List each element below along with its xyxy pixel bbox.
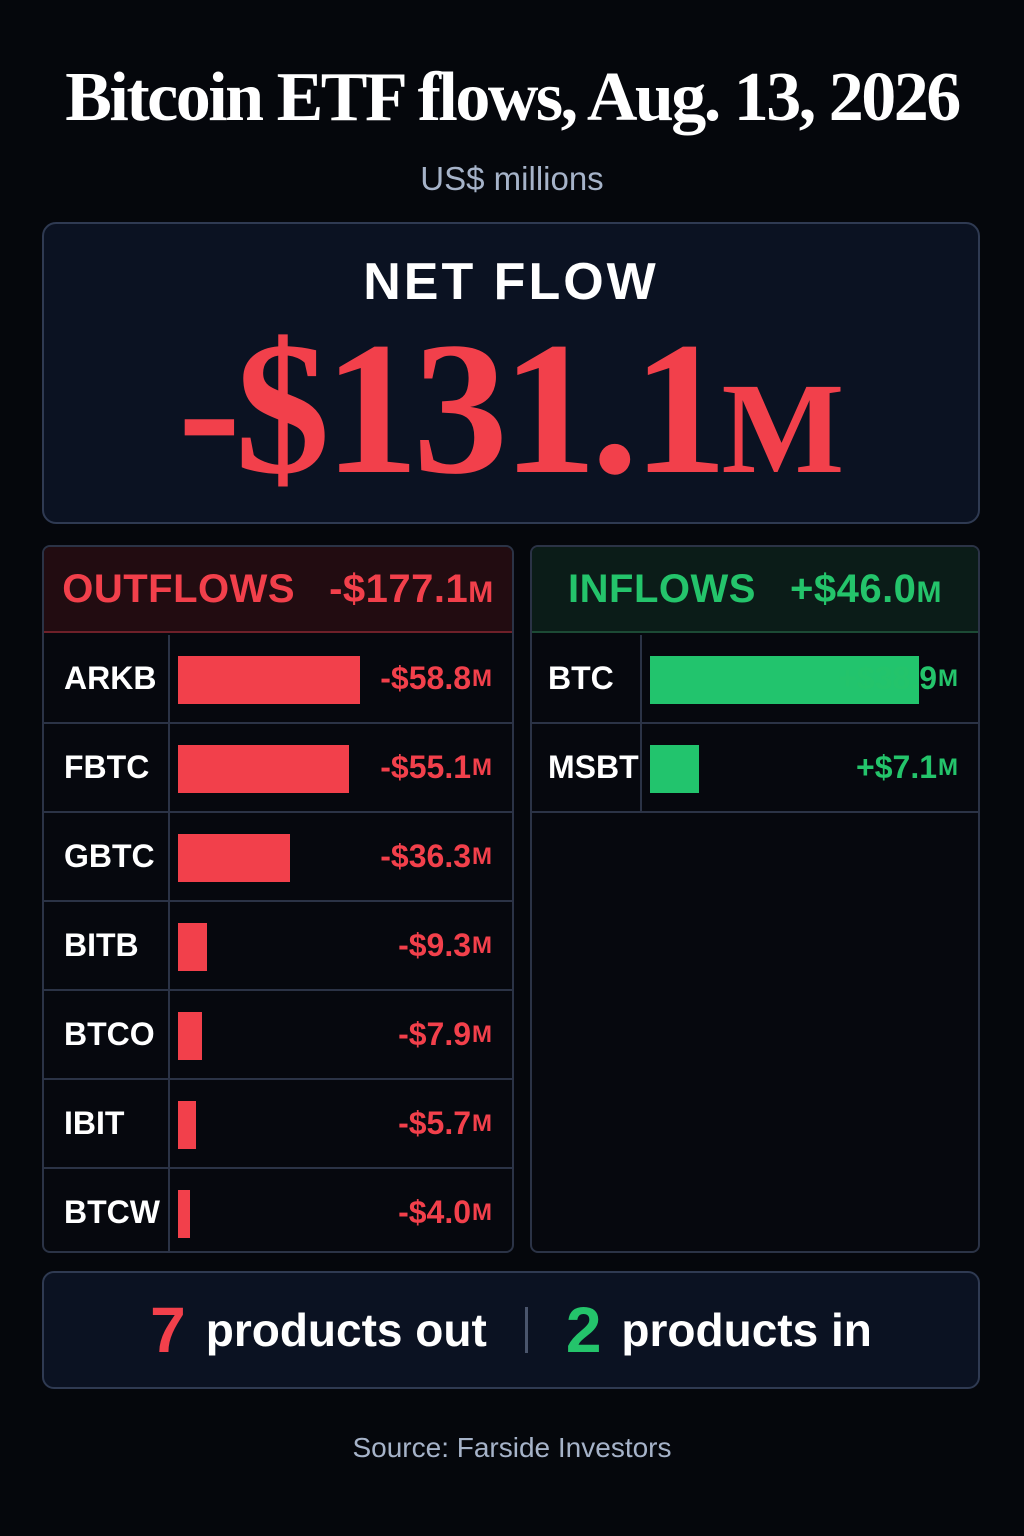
outflow-row: IBIT -$5.7 M (44, 1080, 512, 1169)
outflow-ticker-label: BTCO (44, 991, 170, 1078)
net-flow-amount: -$131.1 (177, 304, 728, 514)
outflow-row: ARKB -$58.8 M (44, 635, 512, 724)
inflows-panel: INFLOWS +$46.0M BTC +$38.9 M MSBT +$7.1 M (530, 545, 980, 1253)
outflow-value-amount: -$58.8 (380, 660, 471, 696)
outflow-bar (178, 1101, 196, 1149)
page-subtitle: US$ millions (420, 160, 604, 197)
outflow-value-amount: -$7.9 (398, 1016, 471, 1052)
inflow-value-unit: M (938, 664, 958, 692)
outflow-ticker-label: FBTC (44, 724, 170, 811)
outflow-ticker-label: IBIT (44, 1080, 170, 1167)
outflow-bar (178, 656, 360, 704)
inflows-header: INFLOWS +$46.0M (532, 547, 978, 633)
outflow-ticker-label: ARKB (44, 635, 170, 722)
outflow-value-unit: M (472, 1020, 492, 1048)
net-flow-value: -$131.1M (44, 314, 978, 524)
inflow-ticker-label: MSBT (532, 724, 642, 811)
inflow-value-amount: +$38.9 (838, 660, 937, 696)
page-title: Bitcoin ETF flows, Aug. 13, 2026 (65, 59, 961, 136)
outflows-header: OUTFLOWS -$177.1M (44, 547, 512, 633)
net-flow-card: NET FLOW -$131.1M (42, 222, 980, 524)
inflow-value-amount: +$7.1 (856, 749, 937, 785)
outflow-row: BTCO -$7.9 M (44, 991, 512, 1080)
outflow-value-label: -$36.3 M (380, 813, 492, 900)
outflow-bar (178, 923, 207, 971)
outflow-value-label: -$7.9 M (398, 991, 492, 1078)
outflow-bar (178, 834, 290, 882)
outflows-total: -$177.1M (329, 567, 494, 612)
net-flow-unit: M (721, 357, 845, 501)
outflow-value-label: -$55.1 M (380, 724, 492, 811)
outflow-value-amount: -$36.3 (380, 838, 471, 874)
outflow-bar (178, 745, 349, 793)
net-flow-label: NET FLOW (363, 253, 659, 311)
outflow-value-amount: -$55.1 (380, 749, 471, 785)
products-in-text: products in (621, 1304, 872, 1356)
outflow-row: BTCW -$4.0 M (44, 1169, 512, 1251)
outflow-ticker-label: GBTC (44, 813, 170, 900)
inflow-row: BTC +$38.9 M (532, 635, 978, 724)
inflow-bar (650, 745, 699, 793)
outflow-value-amount: -$5.7 (398, 1105, 471, 1141)
outflow-value-amount: -$4.0 (398, 1194, 471, 1230)
outflow-value-unit: M (472, 1109, 492, 1137)
inflows-total: +$46.0M (790, 567, 942, 612)
inflow-value-label: +$7.1 M (856, 724, 958, 811)
products-out-text: products out (205, 1304, 487, 1356)
source-note: Source: Farside Investors (352, 1432, 672, 1463)
inflow-row: MSBT +$7.1 M (532, 724, 978, 813)
summary-divider (524, 1307, 528, 1353)
outflow-ticker-label: BITB (44, 902, 170, 989)
outflow-value-label: -$5.7 M (398, 1080, 492, 1167)
outflows-total-amount: -$177.1 (329, 566, 469, 611)
outflow-value-unit: M (472, 1198, 492, 1226)
products-in-count: 2 (565, 1294, 602, 1366)
outflow-ticker-label: BTCW (44, 1169, 170, 1251)
outflow-row: BITB -$9.3 M (44, 902, 512, 991)
inflow-ticker-label: BTC (532, 635, 642, 722)
outflow-value-unit: M (472, 753, 492, 781)
product-count-summary: 7 products out 2 products in (42, 1271, 980, 1389)
outflow-value-unit: M (472, 664, 492, 692)
outflow-value-unit: M (472, 931, 492, 959)
outflows-label: OUTFLOWS (62, 566, 296, 611)
outflow-value-label: -$58.8 M (380, 635, 492, 722)
products-out-count: 7 (150, 1294, 186, 1366)
outflow-value-unit: M (472, 842, 492, 870)
inflow-bar (650, 656, 919, 704)
outflow-row: GBTC -$36.3 M (44, 813, 512, 902)
outflow-bar (178, 1190, 190, 1238)
outflow-bar (178, 1012, 202, 1060)
inflow-value-unit: M (938, 753, 958, 781)
inflows-total-amount: +$46.0 (789, 566, 917, 611)
inflows-total-unit: M (916, 575, 942, 609)
outflows-total-unit: M (468, 575, 494, 609)
inflows-label: INFLOWS (568, 566, 756, 611)
outflow-row: FBTC -$55.1 M (44, 724, 512, 813)
inflow-value-label: +$38.9 M (838, 635, 958, 722)
outflows-panel: OUTFLOWS -$177.1M ARKB -$58.8 M FBTC -$55.1 M… (42, 545, 514, 1253)
outflow-value-label: -$9.3 M (398, 902, 492, 989)
outflow-value-label: -$4.0 M (398, 1169, 492, 1251)
outflow-value-amount: -$9.3 (398, 927, 471, 963)
